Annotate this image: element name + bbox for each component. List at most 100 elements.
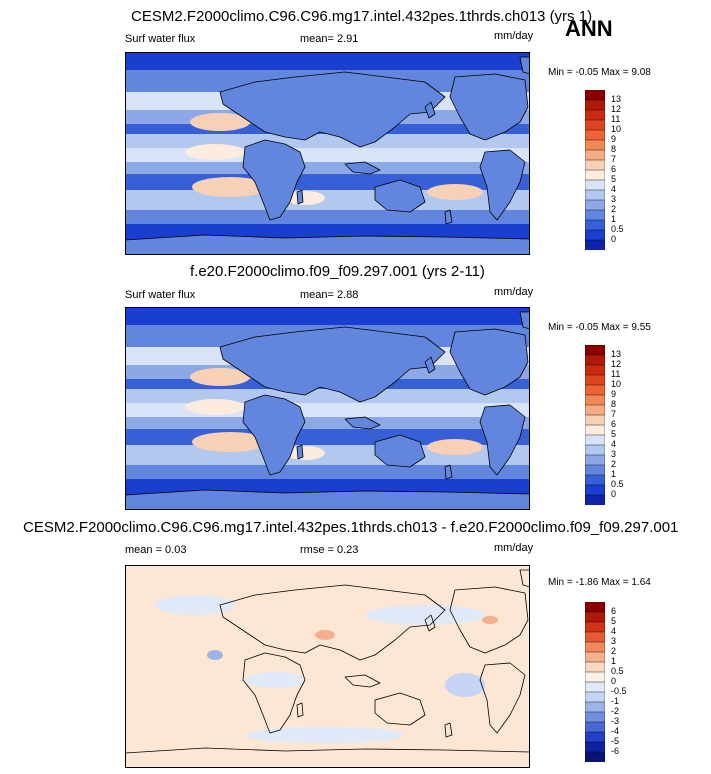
colorbar-swatch bbox=[584, 701, 606, 713]
colorbar-swatch bbox=[584, 424, 606, 436]
coastline-africa bbox=[242, 139, 306, 221]
colorbar-swatch bbox=[584, 169, 606, 181]
colorbar-tick-label: 13 bbox=[611, 349, 622, 359]
colorbar-swatch bbox=[584, 751, 606, 763]
coastline-australia bbox=[374, 692, 426, 726]
colorbar-tick-label: 7 bbox=[611, 154, 617, 164]
panel-3-units: mm/day bbox=[494, 542, 534, 554]
colorbar-tick-label: 5 bbox=[611, 174, 617, 184]
colorbar-swatch bbox=[584, 404, 606, 416]
coastline-europeAsia bbox=[219, 71, 446, 148]
colorbar-tick-label: 5 bbox=[611, 429, 617, 439]
coastline-australia bbox=[374, 179, 426, 213]
coastline-nz bbox=[444, 464, 453, 480]
colorbar-swatch bbox=[584, 651, 606, 663]
colorbar-tick-label: 3 bbox=[611, 636, 617, 646]
colorbar-tick-label: 9 bbox=[611, 389, 617, 399]
colorbar-swatch bbox=[584, 364, 606, 376]
coastline-antarctica bbox=[124, 234, 531, 256]
panel-1-mean: mean= 2.91 bbox=[300, 33, 359, 45]
panel-2-colorbar bbox=[584, 344, 606, 506]
colorbar-swatch bbox=[584, 631, 606, 643]
panel-1-units: mm/day bbox=[494, 30, 534, 42]
colorbar-tick-label: 0 bbox=[611, 676, 617, 686]
colorbar-swatch bbox=[584, 601, 606, 613]
coastline-europeAsia bbox=[219, 584, 446, 661]
coastline-northAmerica bbox=[449, 586, 529, 654]
panel-3-title: CESM2.F2000climo.C96.C96.mg17.intel.432p… bbox=[23, 519, 679, 536]
colorbar-swatch bbox=[584, 691, 606, 703]
colorbar-swatch bbox=[584, 621, 606, 633]
colorbar-tick-label: 1 bbox=[611, 656, 617, 666]
coastline-japan bbox=[424, 356, 436, 374]
colorbar-tick-label: 4 bbox=[611, 626, 617, 636]
panel-2-map bbox=[124, 307, 531, 511]
colorbar-tick-label: 13 bbox=[611, 94, 622, 104]
colorbar-tick-label: 3 bbox=[611, 449, 617, 459]
colorbar-tick-label: 11 bbox=[611, 369, 621, 379]
colorbar-tick-label: 7 bbox=[611, 409, 617, 419]
colorbar-swatch bbox=[584, 474, 606, 486]
season-label: ANN bbox=[565, 16, 613, 41]
colorbar-swatch bbox=[584, 139, 606, 151]
colorbar-tick-label: 4 bbox=[611, 439, 617, 449]
coastline-southAmerica bbox=[479, 149, 526, 221]
colorbar-swatch bbox=[584, 721, 606, 733]
colorbar-tick-label: 8 bbox=[611, 144, 617, 154]
coastline-indonesia bbox=[344, 161, 381, 175]
coastline-southAmerica bbox=[479, 662, 526, 734]
coastline-japan bbox=[424, 101, 436, 119]
colorbar-swatch bbox=[584, 434, 606, 446]
colorbar-tick-label: 9 bbox=[611, 134, 617, 144]
colorbar-tick-label: -3 bbox=[611, 716, 620, 726]
colorbar-swatch bbox=[584, 354, 606, 366]
panel-3-map bbox=[124, 565, 531, 769]
coastline-nz bbox=[444, 209, 453, 225]
panel-3-colorbar bbox=[584, 601, 606, 763]
colorbar-tick-label: 2 bbox=[611, 204, 617, 214]
coastline-africa bbox=[242, 652, 306, 734]
panel-1-map bbox=[124, 52, 531, 256]
coastline-indonesia bbox=[344, 416, 381, 430]
colorbar-tick-label: 0.5 bbox=[611, 224, 624, 234]
coastline-madagascar bbox=[296, 702, 304, 718]
colorbar-swatch bbox=[584, 394, 606, 406]
colorbar-tick-label: -5 bbox=[611, 736, 620, 746]
colorbar-swatch bbox=[584, 159, 606, 171]
colorbar-tick-label: 1 bbox=[611, 214, 617, 224]
colorbar-swatch bbox=[584, 199, 606, 211]
coastline-antarctica bbox=[124, 489, 531, 511]
colorbar-tick-label: 2 bbox=[611, 459, 617, 469]
colorbar-tick-label: 0.5 bbox=[611, 666, 624, 676]
colorbar-swatch bbox=[584, 209, 606, 221]
colorbar-swatch bbox=[584, 109, 606, 121]
panel-3-minmax: Min = -1.86 Max = 1.64 bbox=[548, 577, 651, 588]
colorbar-swatch bbox=[584, 671, 606, 683]
coastline-northAmerica bbox=[449, 73, 529, 141]
colorbar-tick-label: 6 bbox=[611, 606, 617, 616]
colorbar-swatch bbox=[584, 454, 606, 466]
colorbar-swatch bbox=[584, 661, 606, 673]
colorbar-swatch bbox=[584, 384, 606, 396]
colorbar-swatch bbox=[584, 711, 606, 723]
colorbar-tick-label: 2 bbox=[611, 646, 617, 656]
colorbar-swatch bbox=[584, 464, 606, 476]
colorbar-swatch bbox=[584, 494, 606, 506]
panel-1-variable-label: Surf water flux bbox=[125, 33, 196, 45]
colorbar-tick-label: 6 bbox=[611, 419, 617, 429]
colorbar-tick-label: 12 bbox=[611, 359, 622, 369]
colorbar-swatch bbox=[584, 641, 606, 653]
panel-2-variable-label: Surf water flux bbox=[125, 289, 196, 301]
colorbar-swatch bbox=[584, 344, 606, 356]
colorbar-tick-label: -6 bbox=[611, 746, 620, 756]
panel-2-title: f.e20.F2000climo.f09_f09.297.001 (yrs 2-… bbox=[190, 263, 485, 280]
panel-1-title: CESM2.F2000climo.C96.C96.mg17.intel.432p… bbox=[131, 8, 593, 25]
colorbar-swatch bbox=[584, 129, 606, 141]
coastline-europeAsia bbox=[219, 326, 446, 403]
coastline-madagascar bbox=[296, 189, 304, 205]
coastline-madagascar bbox=[296, 444, 304, 460]
panel-2-units: mm/day bbox=[494, 286, 534, 298]
colorbar-tick-label: -4 bbox=[611, 726, 620, 736]
colorbar-swatch bbox=[584, 741, 606, 753]
colorbar-tick-label: -0.5 bbox=[611, 686, 627, 696]
